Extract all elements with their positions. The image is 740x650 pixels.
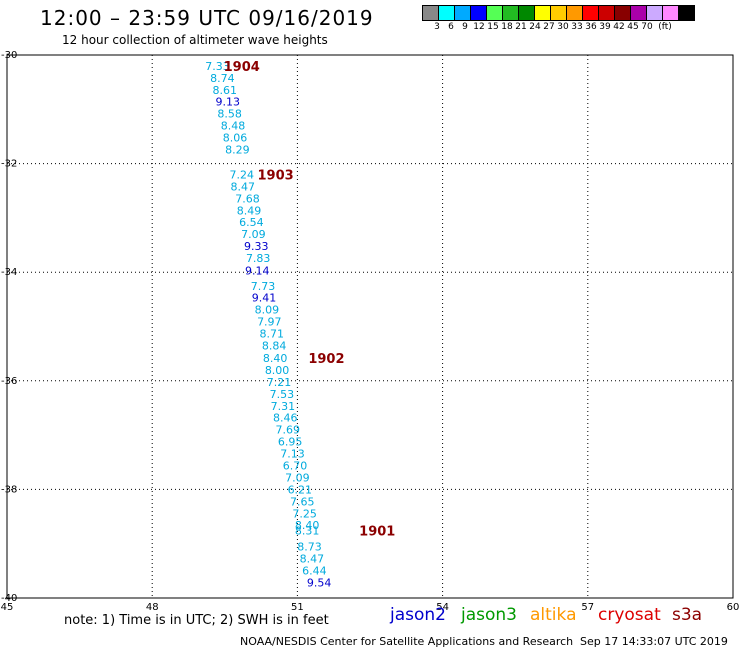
x-tick-label: 60 [727,602,740,613]
y-tick-label: -40 [1,593,17,604]
satellite-label-cryosat: cryosat [598,605,661,625]
cycle-label: 1904 [224,60,260,75]
color-scale-legend [422,5,695,21]
x-tick-label: 57 [581,602,594,613]
wave-height-value: 7.97 [257,316,282,329]
map-subtitle: 12 hour collection of altimeter wave hei… [62,33,328,47]
wave-height-value: 8.84 [262,340,287,353]
wave-height-value: 8.47 [300,552,325,565]
legend-label: 30 [557,22,569,32]
wave-height-value: 7.21 [267,376,292,389]
wave-height-value: 6.95 [278,436,303,449]
wave-height-value: 7.09 [285,471,310,484]
wave-height-value: 8.48 [221,120,246,133]
wave-height-value: 8.74 [210,72,235,85]
wave-height-value: 9.13 [215,96,240,109]
satellite-label-jason3: jason3 [461,605,517,625]
y-tick-label: -36 [1,376,17,387]
wave-height-value: 8.73 [297,540,322,553]
legend-label: 3 [434,22,440,32]
wave-height-value: 8.58 [217,108,242,121]
wave-height-value: 8.06 [223,132,248,145]
wave-height-value: 8.29 [225,143,250,156]
x-tick-label: 45 [1,602,14,613]
legend-label: 39 [599,22,611,32]
y-tick-label: -30 [1,50,17,61]
plot-frame [6,54,734,599]
wave-height-value: 8.71 [259,328,284,341]
legend-label: 18 [501,22,513,32]
wave-height-value: 6.44 [302,564,327,577]
wave-height-value: 9.54 [307,576,332,589]
wave-height-value: 8.46 [273,412,298,425]
legend-label: 42 [613,22,625,32]
wave-height-value: 8.49 [237,204,262,217]
cycle-label: 1902 [308,352,344,367]
y-tick-label: -38 [1,484,17,495]
legend-label: 36 [585,22,597,32]
wave-height-value: 7.65 [290,495,315,508]
x-tick-label: 48 [146,602,159,613]
legend-swatch [678,5,695,21]
wave-height-value: 6.70 [283,460,308,473]
legend-label: 24 [529,22,541,32]
wave-height-value: 7.68 [235,192,260,205]
wave-height-value: 8.47 [230,180,255,193]
wave-height-value: 7.73 [251,280,276,293]
wave-height-value: 7.25 [292,507,317,520]
y-tick-label: -32 [1,159,17,170]
legend-label: 9 [462,22,468,32]
wave-height-value: 7.69 [275,424,300,437]
wave-height-value: 9.41 [252,292,277,305]
legend-label: (ft) [658,22,672,32]
wave-height-value: 8.00 [265,364,290,377]
note-text: note: 1) Time is in UTC; 2) SWH is in fe… [64,613,329,628]
wave-height-value: 8.61 [213,84,238,97]
cycle-label: 1903 [258,168,294,183]
satellite-label-jason2: jason2 [390,605,446,625]
wave-height-value: 6.21 [288,483,313,496]
wave-height-value: 7.13 [280,448,305,461]
wave-height-value: 7.33 [205,60,230,73]
wave-height-value: 7.09 [241,228,266,241]
x-tick-label: 51 [291,602,304,613]
color-scale-labels: 3 6 9 12 15 18 21 24 27 30 33 36 39 42 45 70 (ft) [422,22,740,34]
legend-label: 15 [487,22,499,32]
legend-label: 6 [448,22,454,32]
wave-height-value: 7.31 [271,400,296,413]
legend-label: 45 [627,22,639,32]
wave-height-value: 9.14 [245,265,270,278]
legend-label: 33 [571,22,583,32]
legend-label: 70 [641,22,653,32]
y-tick-label: -34 [1,267,17,278]
satellite-label-s3a: s3a [672,605,703,625]
wave-height-value: 8.40 [295,519,320,532]
wave-height-value: 7.83 [246,252,271,265]
satellite-label-altika: altika [530,605,577,625]
wave-height-value: 7.53 [270,388,295,401]
cycle-label: 1901 [359,525,395,540]
legend-label: 21 [515,22,527,32]
wave-height-value: 6.54 [239,216,264,229]
footer-timestamp: Sep 17 14:33:07 UTC 2019 [580,635,728,648]
footer-credit: NOAA/NESDIS Center for Satellite Applica… [240,635,574,648]
wave-height-value: 7.24 [229,168,254,181]
legend-label: 12 [473,22,485,32]
map-title: 12:00 – 23:59 UTC 09/16/2019 [40,6,374,30]
x-tick-label: 54 [436,602,449,613]
legend-label: 27 [543,22,555,32]
wave-height-value: 8.09 [255,304,280,317]
wave-height-value: 9.33 [244,240,269,253]
wave-height-value: 8.31 [295,525,320,538]
wave-height-value: 8.40 [263,352,288,365]
